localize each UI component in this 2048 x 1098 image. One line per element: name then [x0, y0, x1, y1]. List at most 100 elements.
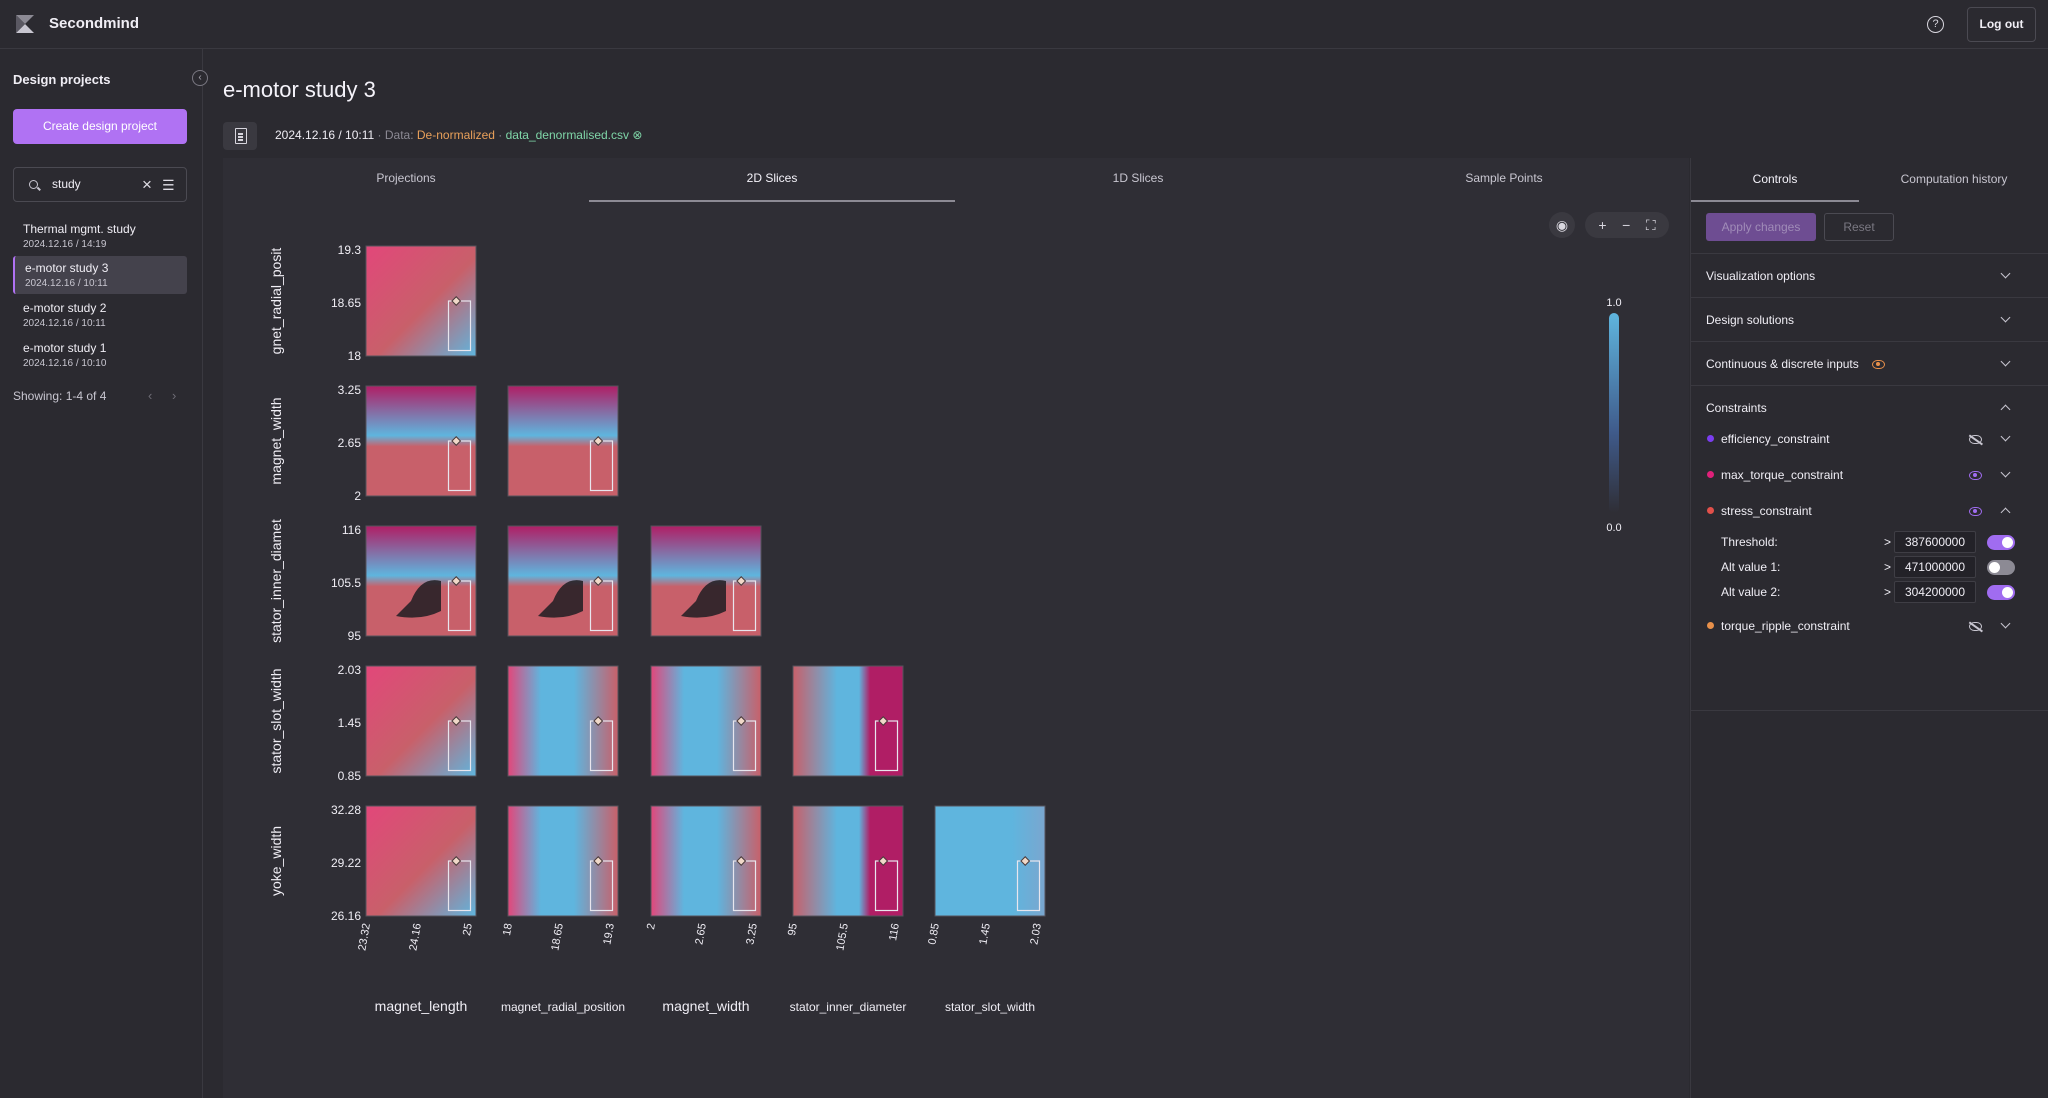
design-point-marker: [1020, 856, 1031, 866]
project-item-thermal[interactable]: Thermal mgmt. study 2024.12.16 / 14:19: [13, 217, 187, 255]
dataset-meta: 2024.12.16 / 10:11 · Data: De-normalized…: [275, 128, 642, 142]
constraint-torque-ripple[interactable]: torque_ripple_constraint: [1691, 611, 2048, 641]
x-tick-label: 116: [887, 922, 902, 941]
eye-off-icon[interactable]: [1969, 435, 1982, 444]
collapse-sidebar-icon[interactable]: ‹: [192, 70, 208, 86]
check-circle-icon: ⊗: [629, 128, 643, 142]
project-name: e-motor study 1: [23, 341, 107, 355]
project-name: e-motor study 2: [23, 301, 107, 315]
threshold-input[interactable]: [1894, 531, 1976, 553]
section-constraints: Constraints efficiency_constraint max_to…: [1691, 385, 2048, 710]
alt-value-2-input[interactable]: [1894, 581, 1976, 603]
chevron-up-icon[interactable]: [2000, 507, 2011, 518]
x-tick-label: 2: [645, 922, 658, 930]
eye-icon[interactable]: [1969, 507, 1982, 516]
section-divider: [1691, 710, 2048, 711]
column-label: magnet_radial_position: [501, 1000, 625, 1014]
column-label: magnet_length: [375, 998, 468, 1014]
constraint-color-dot: [1707, 435, 1714, 442]
design-point-marker: [593, 856, 604, 866]
chevron-down-icon: [2000, 356, 2011, 367]
project-item-emotor-3[interactable]: e-motor study 3 2024.12.16 / 10:11: [13, 256, 187, 294]
eye-off-icon[interactable]: [1969, 622, 1982, 631]
y-tick-label: 95: [348, 629, 362, 643]
constraint-efficiency[interactable]: efficiency_constraint: [1691, 424, 2048, 454]
chevron-down-icon[interactable]: [2000, 618, 2011, 629]
tab-1d-slices[interactable]: 1D Slices: [1112, 171, 1164, 185]
logout-button[interactable]: Log out: [1967, 7, 2036, 42]
chevron-down-icon: [2000, 268, 2011, 279]
section-continuous-discrete-inputs[interactable]: Continuous & discrete inputs: [1691, 341, 2048, 385]
sidebar: Design projects ‹ Create design project …: [0, 49, 208, 1098]
alt-value-2-toggle[interactable]: [1987, 585, 2015, 600]
y-tick-label: 18: [348, 349, 362, 363]
filter-icon[interactable]: ☰: [162, 177, 175, 193]
search-box: × ☰: [13, 167, 187, 202]
chevron-down-icon[interactable]: [2000, 467, 2011, 478]
colorbar-min-label: 0.0: [1606, 522, 1621, 534]
x-tick-label: 24.16: [407, 922, 424, 951]
section-visualization-options[interactable]: Visualization options: [1691, 253, 2048, 297]
clear-icon[interactable]: ×: [142, 175, 152, 194]
x-tick-label: 25: [461, 922, 475, 936]
y-tick-label: 0.85: [338, 769, 362, 783]
zoom-toolbar: + − ⛶: [1585, 212, 1669, 238]
tab-controls[interactable]: Controls: [1691, 158, 1859, 202]
constraint-label: stress_constraint: [1721, 504, 1812, 518]
alt-value-1-input[interactable]: [1894, 556, 1976, 578]
column-label: magnet_width: [662, 998, 749, 1014]
x-tick-label: 95: [786, 922, 800, 936]
eye-icon[interactable]: [1872, 360, 1885, 369]
chevron-up-icon[interactable]: [2000, 404, 2011, 415]
constraint-color-dot: [1707, 507, 1714, 514]
tab-sample-points[interactable]: Sample Points: [1465, 171, 1543, 185]
y-tick-label: 29.22: [331, 856, 361, 870]
constraint-label: efficiency_constraint: [1721, 432, 1830, 446]
constraint-stress[interactable]: stress_constraint: [1691, 496, 2048, 526]
design-point-marker: [593, 716, 604, 726]
design-point-marker: [736, 716, 747, 726]
meta-file-link[interactable]: data_denormalised.csv: [505, 128, 629, 142]
y-tick-label: 2.65: [338, 436, 362, 450]
create-design-project-button[interactable]: Create design project: [13, 109, 187, 144]
prev-page-icon[interactable]: ‹: [148, 388, 153, 403]
section-label: Visualization options: [1706, 269, 1816, 283]
search-input[interactable]: [52, 177, 142, 191]
chevron-down-icon[interactable]: [2000, 431, 2011, 442]
alt-value-1-toggle[interactable]: [1987, 560, 2015, 575]
threshold-toggle[interactable]: [1987, 535, 2015, 550]
y-tick-label: 26.16: [331, 909, 361, 923]
section-design-solutions[interactable]: Design solutions: [1691, 297, 2048, 341]
project-item-emotor-2[interactable]: e-motor study 2 2024.12.16 / 10:11: [13, 296, 187, 334]
section-label: Constraints: [1706, 401, 1767, 415]
row-label: gnet_radial_posit: [268, 248, 284, 355]
design-point-marker: [593, 436, 604, 446]
design-point-marker: [878, 856, 889, 866]
secondmind-logo-icon[interactable]: [14, 13, 36, 35]
design-point-marker: [451, 296, 462, 306]
zoom-in-icon[interactable]: +: [1598, 217, 1607, 233]
constraint-color-dot: [1707, 471, 1714, 478]
tab-projections[interactable]: Projections: [376, 171, 436, 185]
fullscreen-icon[interactable]: ⛶: [1645, 217, 1656, 233]
zoom-out-icon[interactable]: −: [1622, 217, 1631, 233]
project-item-emotor-1[interactable]: e-motor study 1 2024.12.16 / 10:10: [13, 336, 187, 374]
apply-changes-button[interactable]: Apply changes: [1706, 213, 1816, 241]
camera-icon[interactable]: ◉: [1549, 212, 1575, 238]
eye-icon[interactable]: [1969, 471, 1982, 480]
help-icon[interactable]: ?: [1927, 16, 1944, 33]
section-label: Design solutions: [1706, 313, 1795, 327]
constraint-label: torque_ripple_constraint: [1721, 619, 1850, 633]
reset-button[interactable]: Reset: [1824, 213, 1894, 241]
column-label: stator_inner_diameter: [790, 1000, 907, 1014]
document-icon[interactable]: [223, 122, 257, 150]
pair-plot-chart[interactable]: gnet_radial_posit 19.3 18.65 18 magnet_width…: [223, 198, 1689, 1098]
next-page-icon[interactable]: ›: [172, 388, 177, 403]
tab-2d-slices[interactable]: 2D Slices: [589, 158, 955, 202]
constraint-color-dot: [1707, 622, 1714, 629]
y-tick-label: 116: [342, 523, 361, 537]
tab-computation-history[interactable]: Computation history: [1900, 172, 2008, 186]
main-content: Projections 2D Slices 1D Slices Sample P…: [223, 158, 1689, 1098]
x-tick-label: 18.65: [549, 922, 566, 951]
constraint-max-torque[interactable]: max_torque_constraint: [1691, 460, 2048, 490]
